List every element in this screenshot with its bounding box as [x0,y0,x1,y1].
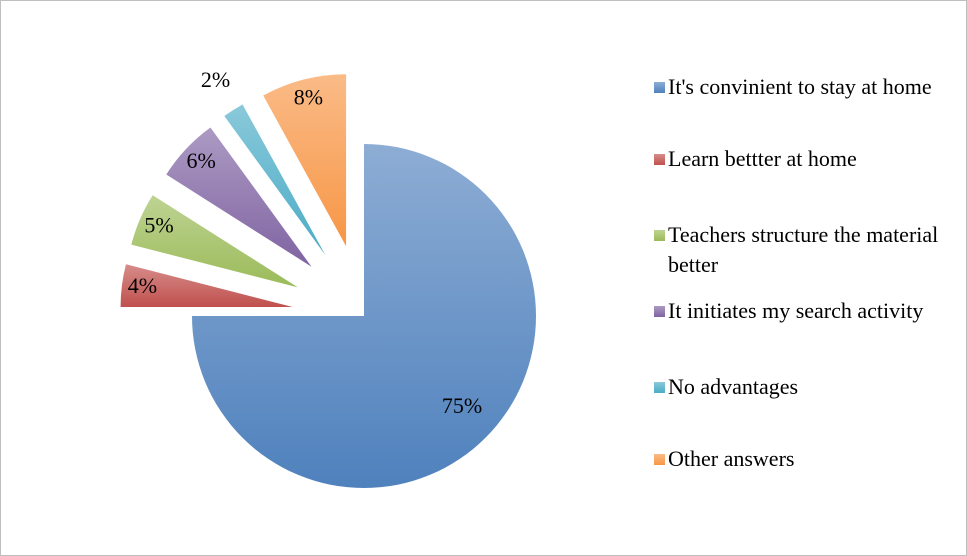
legend-swatch [654,382,665,393]
pie-slice [166,127,312,267]
legend-label: Teachers structure the material better [668,222,939,277]
data-label: 4% [128,273,157,298]
data-label: 2% [201,67,230,92]
data-label: 8% [294,85,323,110]
legend-label: It initiates my search activity [668,298,924,323]
legend-swatch [654,154,665,165]
legend-label: Learn bettter at home [668,146,857,171]
legend-label: Other answers [668,446,795,471]
legend-item: Learn bettter at home [654,144,939,174]
pie-slice [120,264,293,307]
legend-item: It initiates my search activity [654,296,939,326]
data-label: 6% [187,148,216,173]
legend-swatch [654,82,665,93]
legend-item: Teachers structure the material better [654,220,939,280]
pie-slice [224,104,326,256]
legend-item: Other answers [654,444,939,474]
legend-swatch [654,454,665,465]
pie-slice [192,144,536,488]
legend-swatch [654,230,665,241]
legend-item: It's convinient to stay at home [654,72,939,102]
data-label: 5% [144,212,173,237]
legend-label: It's convinient to stay at home [668,74,932,99]
pie-slice [263,74,347,247]
legend-swatch [654,306,665,317]
legend-item: No advantages [654,372,939,402]
legend-label: No advantages [668,374,799,399]
pie-slice [131,195,298,288]
data-label: 75% [442,393,482,418]
